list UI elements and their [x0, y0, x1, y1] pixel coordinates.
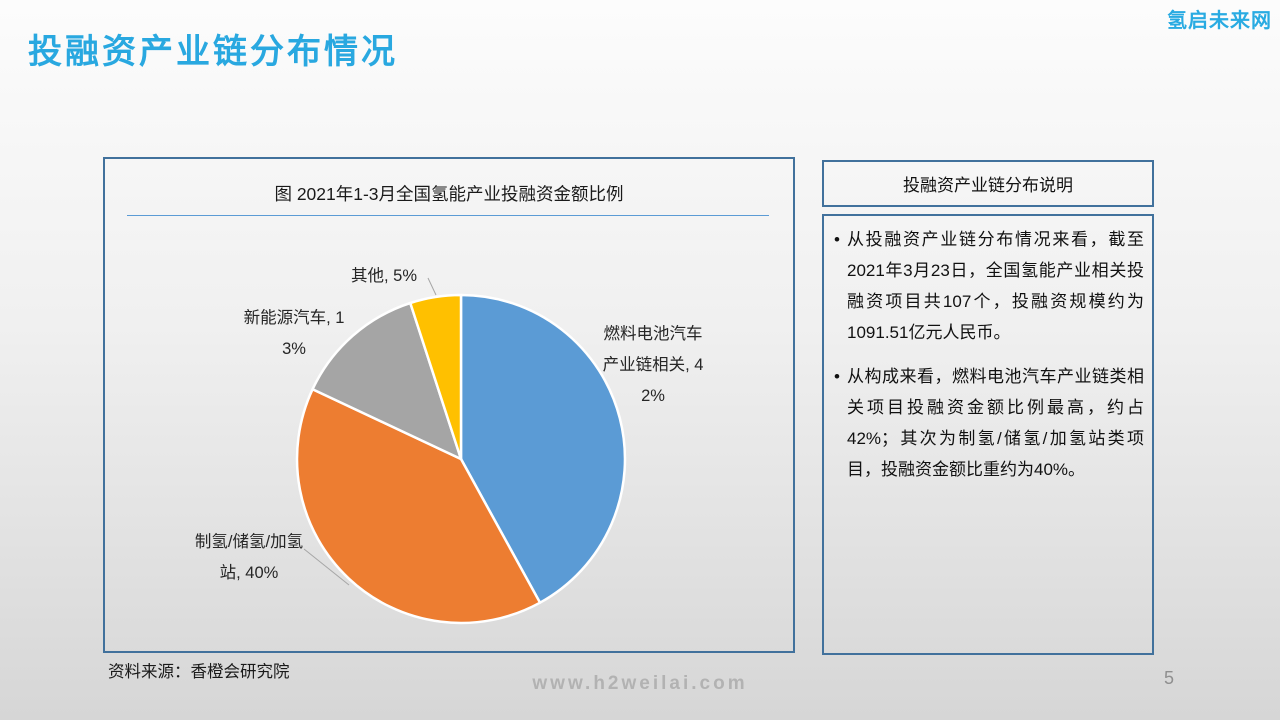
pie-label-fuel-cell: 燃料电池汽车产业链相关, 42%	[602, 325, 704, 405]
page-title: 投融资产业链分布情况	[28, 33, 398, 71]
pie-slice-2	[311, 301, 463, 461]
chart-title: 图 2021年1-3月全国氢能产业投融资金额比例	[274, 184, 624, 204]
pie-label-other: 其他, 5%	[350, 267, 418, 285]
pie-slice-1	[295, 387, 542, 625]
pie-slice-0	[459, 293, 627, 604]
leader-line-other	[427, 277, 437, 296]
notes-header-title: 投融资产业链分布说明	[903, 176, 1073, 195]
chart-panel: 图 2021年1-3月全国氢能产业投融资金额比例 燃料电池汽车产业链相关, 42…	[103, 157, 795, 653]
note-text: 从构成来看，燃料电池汽车产业链类相关项目投融资金额比例最高，约占42%；其次为制…	[847, 367, 1144, 479]
site-logo: 氢启未来网	[1167, 10, 1272, 32]
source-text: 资料来源：香橙会研究院	[108, 663, 290, 681]
leader-line-hydrogen	[303, 548, 350, 586]
pie-label-hydrogen-station: 制氢/储氢/加氢站, 40%	[194, 533, 304, 582]
note-bullet: •	[834, 367, 840, 386]
note-bullet: •	[834, 230, 840, 249]
note-text: 从投融资产业链分布情况来看，截至2021年3月23日，全国氢能产业相关投融资项目…	[847, 230, 1144, 342]
pie-slice-3	[409, 293, 463, 461]
pie-label-nev: 新能源汽车, 13%	[243, 309, 345, 358]
notes-header-box: 投融资产业链分布说明	[822, 160, 1154, 207]
note-item: • 从构成来看，燃料电池汽车产业链类相关项目投融资金额比例最高，约占42%；其次…	[834, 361, 1144, 485]
watermark-text: www.h2weilai.com	[532, 673, 748, 694]
page-number: 5	[1164, 668, 1175, 688]
note-item: • 从投融资产业链分布情况来看，截至2021年3月23日，全国氢能产业相关投融资…	[834, 224, 1144, 348]
pie-chart-svg	[295, 277, 627, 625]
chart-title-rule	[127, 215, 769, 216]
notes-body-box: • 从投融资产业链分布情况来看，截至2021年3月23日，全国氢能产业相关投融资…	[822, 214, 1154, 655]
